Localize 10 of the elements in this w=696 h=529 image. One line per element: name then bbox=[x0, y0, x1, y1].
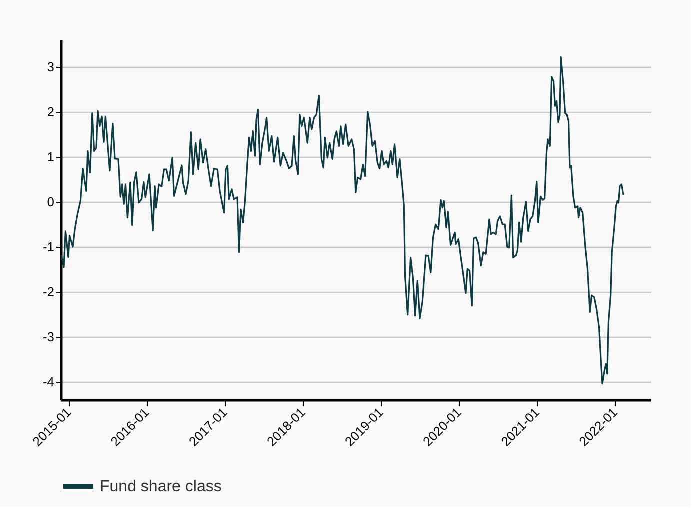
y-tick-label: 0 bbox=[47, 194, 54, 210]
y-tick-label: -2 bbox=[42, 284, 54, 300]
y-tick-label: 3 bbox=[47, 60, 54, 74]
y-tick-label: 2 bbox=[47, 104, 54, 120]
y-tick-label: -3 bbox=[42, 330, 54, 344]
y-tick-label: 1 bbox=[47, 150, 54, 164]
y-tick-label: -4 bbox=[42, 374, 54, 390]
y-tick-label: -1 bbox=[42, 240, 54, 254]
line-series bbox=[60, 56, 624, 385]
legend-label: Fund share class bbox=[100, 478, 222, 496]
